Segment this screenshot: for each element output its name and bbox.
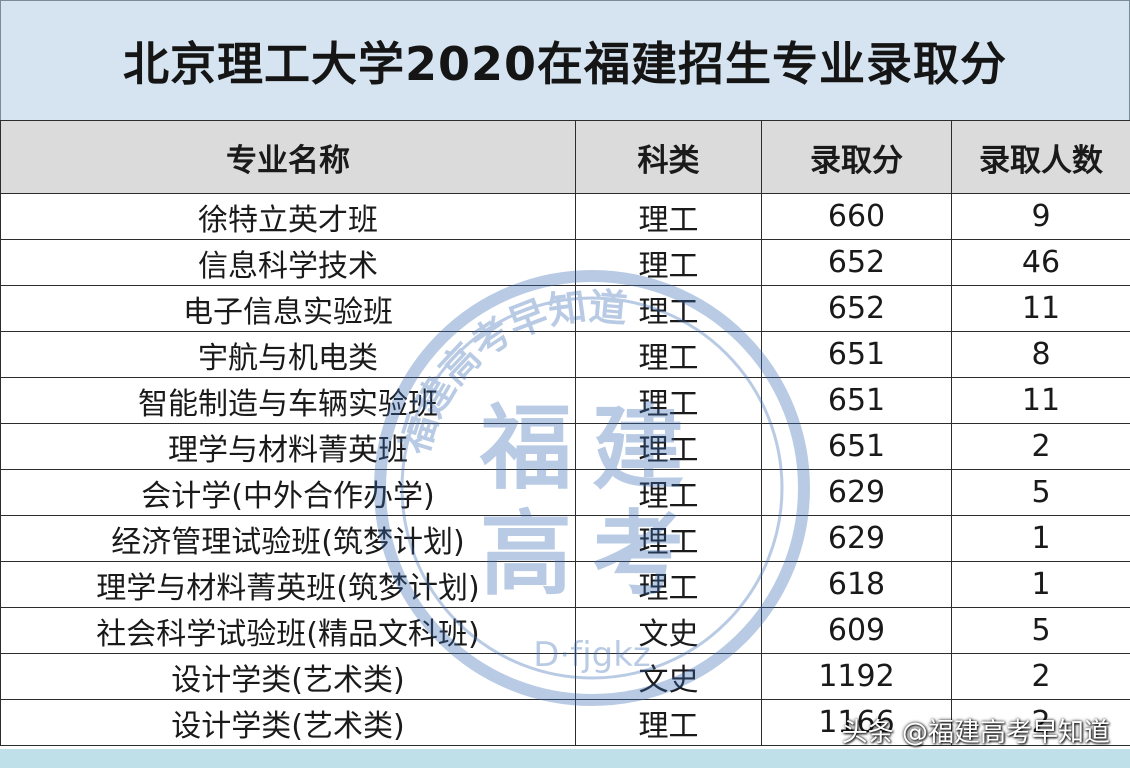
header-count: 录取人数 (951, 120, 1130, 194)
admission-score-table: 专业名称 科类 录取分 录取人数 徐特立英才班 理工 660 9 信息科学技术 … (0, 120, 1130, 746)
cell-score: 609 (761, 607, 952, 654)
cell-major: 理学与材料菁英班 (0, 423, 576, 470)
source-watermark-label: 头条 @福建高考早知道 (841, 718, 1110, 748)
table-row: 智能制造与车辆实验班 理工 651 11 (0, 377, 1130, 424)
cell-score: 618 (761, 561, 952, 608)
table-row: 电子信息实验班 理工 652 11 (0, 285, 1130, 332)
cell-count: 11 (951, 377, 1130, 424)
cell-count: 11 (951, 285, 1130, 332)
table-row: 社会科学试验班(精品文科班) 文史 609 5 (0, 607, 1130, 654)
cell-category: 理工 (575, 423, 762, 470)
cell-score: 652 (761, 239, 952, 286)
header-major-name: 专业名称 (0, 120, 576, 194)
cell-major: 会计学(中外合作办学) (0, 469, 576, 516)
cell-major: 设计学类(艺术类) (0, 699, 576, 746)
cell-category: 理工 (575, 561, 762, 608)
table-row: 信息科学技术 理工 652 46 (0, 239, 1130, 286)
cell-score: 651 (761, 377, 952, 424)
cell-major: 徐特立英才班 (0, 193, 576, 240)
cell-category: 理工 (575, 377, 762, 424)
page-title: 北京理工大学2020在福建招生专业录取分 (122, 36, 1008, 91)
table-header-row: 专业名称 科类 录取分 录取人数 (0, 120, 1130, 194)
cell-major: 电子信息实验班 (0, 285, 576, 332)
cell-major: 智能制造与车辆实验班 (0, 377, 576, 424)
cell-count: 9 (951, 193, 1130, 240)
table-row: 宇航与机电类 理工 651 8 (0, 331, 1130, 378)
cell-category: 理工 (575, 331, 762, 378)
cell-count: 2 (951, 699, 1130, 746)
cell-count: 46 (951, 239, 1130, 286)
cell-major: 理学与材料菁英班(筑梦计划) (0, 561, 576, 608)
cell-category: 文史 (575, 653, 762, 700)
cell-score: 1166 (761, 699, 952, 746)
cell-count: 1 (951, 561, 1130, 608)
cell-score: 629 (761, 515, 952, 562)
cell-count: 2 (951, 423, 1130, 470)
table-row: 理学与材料菁英班 理工 651 2 (0, 423, 1130, 470)
cell-major: 社会科学试验班(精品文科班) (0, 607, 576, 654)
cell-score: 651 (761, 423, 952, 470)
cell-major: 宇航与机电类 (0, 331, 576, 378)
cell-score: 1192 (761, 653, 952, 700)
cell-major: 信息科学技术 (0, 239, 576, 286)
table-row: 设计学类(艺术类) 理工 1166 2 (0, 699, 1130, 746)
cell-count: 2 (951, 653, 1130, 700)
cell-major: 经济管理试验班(筑梦计划) (0, 515, 576, 562)
cell-category: 理工 (575, 285, 762, 332)
cell-score: 651 (761, 331, 952, 378)
cell-category: 文史 (575, 607, 762, 654)
table-row: 会计学(中外合作办学) 理工 629 5 (0, 469, 1130, 516)
cell-score: 652 (761, 285, 952, 332)
cell-count: 5 (951, 469, 1130, 516)
table-row: 经济管理试验班(筑梦计划) 理工 629 1 (0, 515, 1130, 562)
cell-category: 理工 (575, 193, 762, 240)
table-row: 徐特立英才班 理工 660 9 (0, 193, 1130, 240)
cell-count: 5 (951, 607, 1130, 654)
cell-count: 8 (951, 331, 1130, 378)
title-bar: 北京理工大学2020在福建招生专业录取分 (0, 0, 1130, 121)
cell-category: 理工 (575, 699, 762, 746)
cell-count: 1 (951, 515, 1130, 562)
cell-score: 660 (761, 193, 952, 240)
table-row: 设计学类(艺术类) 文史 1192 2 (0, 653, 1130, 700)
cell-category: 理工 (575, 515, 762, 562)
cell-category: 理工 (575, 239, 762, 286)
cell-category: 理工 (575, 469, 762, 516)
cell-score: 629 (761, 469, 952, 516)
cell-major: 设计学类(艺术类) (0, 653, 576, 700)
header-category: 科类 (575, 120, 762, 194)
bottom-strip (0, 749, 1130, 768)
table-row: 理学与材料菁英班(筑梦计划) 理工 618 1 (0, 561, 1130, 608)
header-score: 录取分 (761, 120, 952, 194)
